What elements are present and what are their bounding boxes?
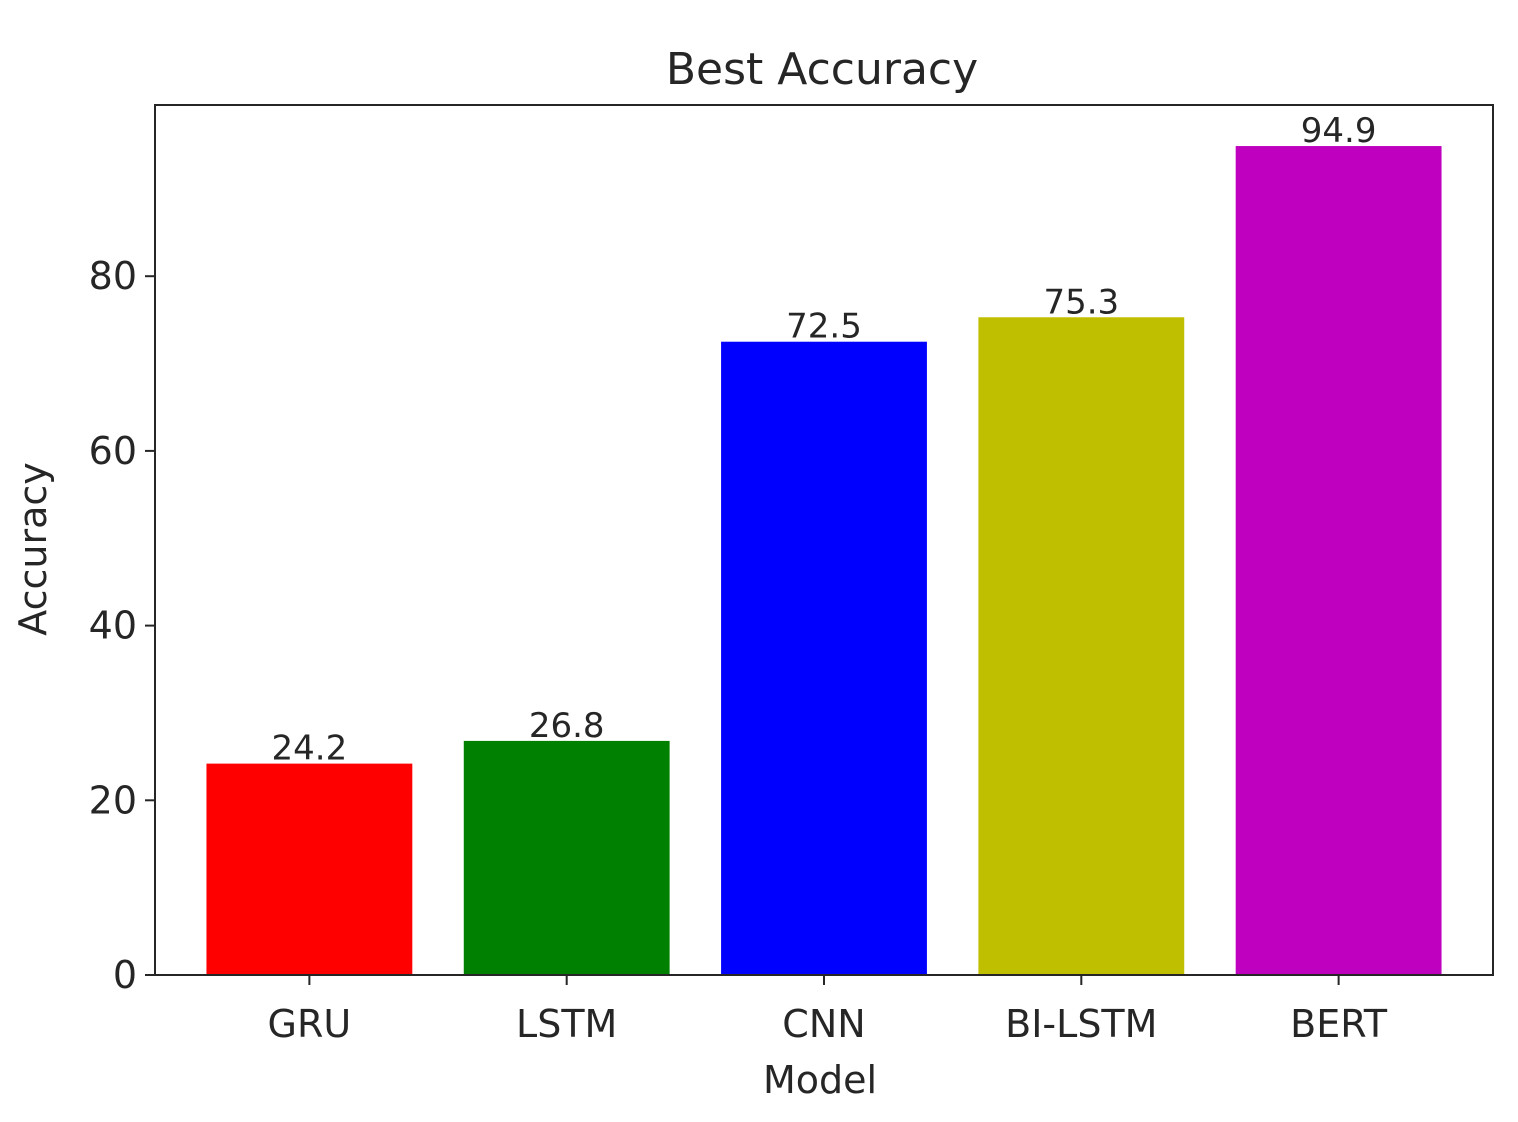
data-label-bert: 94.9: [1301, 111, 1377, 151]
bar-bert: [1235, 146, 1442, 976]
x-tick-label-gru: GRU: [268, 1002, 352, 1046]
data-label-cnn: 72.5: [786, 307, 862, 347]
y-tick-label-40: 40: [89, 604, 137, 648]
y-tick-label-80: 80: [89, 254, 137, 298]
x-tick-label-bert: BERT: [1290, 1002, 1388, 1046]
y-tick-label-60: 60: [89, 429, 137, 473]
y-axis-label: Accuracy: [11, 462, 55, 636]
ticks-group: GRU LSTM CNN BI-LSTM BERT 0 20 40 60 80: [89, 254, 1388, 1046]
x-tick-label-lstm: LSTM: [516, 1002, 617, 1046]
bars-group: 24.2 26.8 72.5 75.3 94.9: [206, 111, 1442, 976]
bar-bi-lstm: [978, 317, 1185, 975]
data-label-gru: 24.2: [272, 729, 348, 769]
data-label-bi-lstm: 75.3: [1043, 282, 1119, 322]
x-axis-label: Model: [763, 1058, 877, 1102]
y-tick-label-0: 0: [113, 953, 137, 997]
y-tick-label-20: 20: [89, 778, 137, 822]
chart-title: Best Accuracy: [666, 44, 978, 95]
plot-frame: [154, 104, 1494, 976]
x-tick-label-bi-lstm: BI-LSTM: [1005, 1002, 1157, 1046]
data-label-lstm: 26.8: [529, 706, 605, 746]
x-tick-label-cnn: CNN: [782, 1002, 865, 1046]
bar-cnn: [721, 341, 927, 975]
bar-gru: [206, 763, 413, 975]
bar-lstm: [463, 740, 670, 975]
